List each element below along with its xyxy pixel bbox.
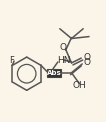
Text: O: O xyxy=(83,58,90,67)
Text: OH: OH xyxy=(72,81,86,90)
FancyBboxPatch shape xyxy=(47,69,61,77)
Text: HN: HN xyxy=(57,56,70,65)
Text: F: F xyxy=(9,56,14,65)
Text: O: O xyxy=(59,43,66,52)
Text: Abs: Abs xyxy=(47,70,61,76)
Text: O: O xyxy=(83,53,90,62)
